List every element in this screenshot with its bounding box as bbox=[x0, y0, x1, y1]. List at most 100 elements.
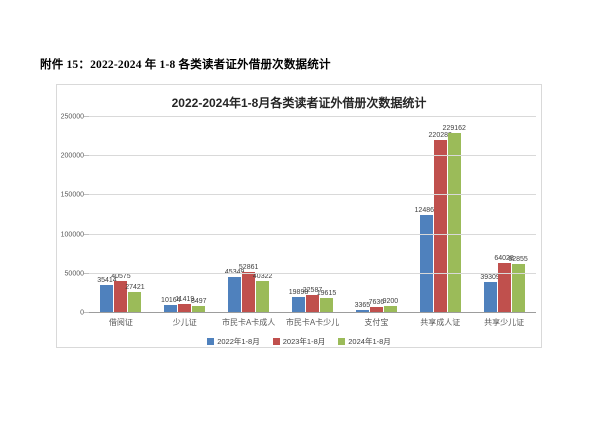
bar-group: 35414 40575 27421 bbox=[89, 117, 153, 313]
bar-data-label: 35414 bbox=[97, 277, 117, 285]
chart-legend: 2022年1-8月 2023年1-8月 2024年1-8月 bbox=[57, 336, 541, 347]
bar: 19615 bbox=[317, 290, 336, 313]
bar: 11419 bbox=[175, 296, 194, 313]
bar: 45349 bbox=[225, 269, 244, 313]
x-category-label: 共享成人证 bbox=[420, 318, 461, 327]
bar-data-label: 3365 bbox=[354, 302, 371, 310]
bar-data-label: 27421 bbox=[125, 283, 145, 291]
bar-slot: 9200 bbox=[383, 117, 398, 313]
bar-slot: 45349 bbox=[225, 117, 244, 313]
bar: 39309 bbox=[480, 274, 500, 313]
x-axis-labels: 借阅证 少儿证 市民卡A卡成人 市民卡A卡少儿 支付宝 共享成人证 共享少儿证 bbox=[89, 317, 536, 328]
bar-group: 39309 64028 62855 bbox=[472, 117, 536, 313]
bar-slot: 220283 bbox=[429, 117, 452, 313]
legend-swatch-icon bbox=[207, 338, 215, 345]
legend-item: 2022年1-8月 bbox=[207, 336, 260, 347]
bar-data-label: 40322 bbox=[252, 273, 273, 281]
y-tick-label: 50000 bbox=[64, 270, 84, 278]
legend-item: 2023年1-8月 bbox=[272, 336, 326, 347]
x-category-label: 借阅证 bbox=[108, 318, 133, 327]
bar-slot: 40575 bbox=[111, 117, 131, 313]
bar: 27421 bbox=[125, 284, 145, 313]
bar-group: 45349 52861 40322 bbox=[217, 117, 281, 313]
bar: 35414 bbox=[97, 277, 117, 313]
bar-slot: 3365 bbox=[355, 117, 370, 313]
bar: 64028 bbox=[494, 255, 514, 313]
bar: 8497 bbox=[191, 298, 207, 313]
bar-slot: 64028 bbox=[494, 117, 514, 313]
bar-slot: 40322 bbox=[253, 117, 272, 313]
legend-item: 2024年1-8月 bbox=[338, 336, 391, 347]
bar-data-label: 9200 bbox=[382, 297, 399, 305]
bar-slot: 11419 bbox=[175, 117, 194, 313]
bar: 229162 bbox=[443, 125, 466, 313]
document-heading: 附件 15：2022-2024 年 1-8 各类读者证外借册次数据统计 bbox=[40, 59, 331, 71]
x-category-label: 市民卡A卡少儿 bbox=[285, 318, 340, 327]
bar: 220283 bbox=[429, 132, 452, 313]
y-gridline bbox=[89, 272, 536, 274]
x-category-label: 少儿证 bbox=[172, 318, 197, 327]
bar: 3365 bbox=[355, 302, 370, 313]
y-axis-tick bbox=[84, 194, 89, 196]
legend-swatch-icon bbox=[272, 338, 280, 345]
bar-group: 124864 220283 229162 bbox=[408, 117, 472, 313]
chart-title: 2022-2024年1-8月各类读者证外借册次数据统计 bbox=[171, 96, 427, 110]
bar-group: 19898 22587 19615 bbox=[281, 117, 345, 313]
y-tick-label: 0 bbox=[80, 309, 84, 317]
bar-data-label: 64028 bbox=[494, 254, 514, 262]
legend-label: 2023年1-8月 bbox=[282, 337, 326, 346]
bar-slot: 8497 bbox=[191, 117, 207, 313]
bar-data-label: 22587 bbox=[302, 287, 323, 295]
y-axis-tick bbox=[84, 155, 89, 157]
bar-data-label: 11419 bbox=[175, 296, 195, 304]
bar-data-label: 19898 bbox=[288, 289, 309, 297]
y-axis-tick bbox=[84, 233, 89, 235]
bar-slot: 27421 bbox=[125, 117, 145, 313]
bar-groups: 35414 40575 27421 10164 11419 8497 45349 52861 4… bbox=[89, 117, 536, 313]
legend-label: 2022年1-8月 bbox=[217, 337, 260, 346]
bar: 40575 bbox=[111, 273, 131, 313]
plot-area: 35414 40575 27421 10164 11419 8497 45349 52861 4… bbox=[61, 114, 536, 317]
x-category-label: 市民卡A卡成人 bbox=[221, 318, 276, 327]
bar-group: 10164 11419 8497 bbox=[153, 117, 217, 313]
bar-slot: 124864 bbox=[415, 117, 438, 313]
bar: 52861 bbox=[239, 264, 258, 313]
bar: 7636 bbox=[369, 299, 384, 313]
bar-data-label: 19615 bbox=[316, 289, 337, 297]
bar: 124864 bbox=[415, 207, 438, 313]
y-gridline bbox=[89, 194, 536, 196]
bar-data-label: 220283 bbox=[428, 132, 452, 140]
bar-slot: 7636 bbox=[369, 117, 384, 313]
bar: 62855 bbox=[508, 256, 528, 313]
bar-data-label: 124864 bbox=[414, 207, 438, 215]
bar-data-label: 52861 bbox=[238, 263, 259, 271]
bar-slot: 229162 bbox=[443, 117, 466, 313]
y-axis-tick bbox=[84, 116, 89, 117]
bar-slot: 62855 bbox=[508, 117, 528, 313]
legend-swatch-icon bbox=[338, 338, 346, 345]
bar-data-label: 8497 bbox=[190, 298, 207, 306]
bar-data-label: 7636 bbox=[368, 299, 385, 307]
bar: 10164 bbox=[161, 297, 181, 313]
y-tick-label: 150000 bbox=[60, 191, 84, 199]
bar: 22587 bbox=[303, 287, 322, 313]
bar-slot: 22587 bbox=[303, 117, 322, 313]
x-axis-line bbox=[89, 312, 536, 313]
bar-slot: 19615 bbox=[317, 117, 336, 313]
x-category-label: 共享少儿证 bbox=[484, 318, 525, 327]
x-category-label: 支付宝 bbox=[364, 318, 389, 327]
bar: 40322 bbox=[253, 273, 272, 313]
bar-data-label: 10164 bbox=[161, 297, 181, 305]
bar-slot: 10164 bbox=[161, 117, 181, 313]
bar: 9200 bbox=[383, 298, 398, 313]
bar-data-label: 62855 bbox=[508, 255, 528, 263]
embedded-chart[interactable]: 2022-2024年1-8月各类读者证外借册次数据统计 35414 40575 27… bbox=[56, 84, 542, 348]
bar-slot: 52861 bbox=[239, 117, 258, 313]
bar-data-label: 229162 bbox=[442, 125, 466, 133]
y-gridline bbox=[89, 155, 536, 157]
y-gridline bbox=[89, 233, 536, 235]
bar-data-label: 40575 bbox=[111, 273, 131, 281]
legend-label: 2024年1-8月 bbox=[348, 337, 391, 346]
bar-slot: 19898 bbox=[288, 117, 309, 313]
y-tick-label: 200000 bbox=[60, 152, 84, 160]
